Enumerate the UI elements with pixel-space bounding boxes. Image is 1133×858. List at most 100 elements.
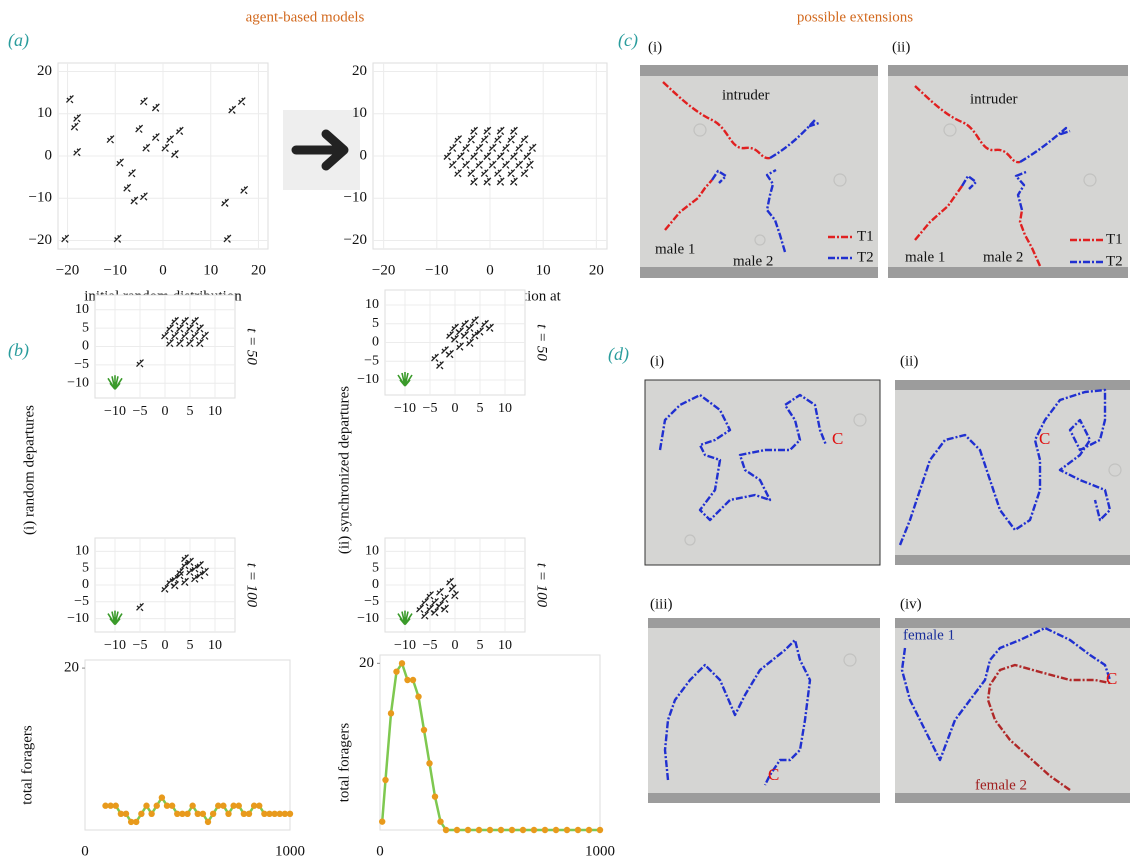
agent [446,577,454,587]
y-tick-label: −10 [67,611,89,626]
point [508,826,516,834]
point [240,810,248,818]
x-tick-label: −20 [56,262,79,278]
point [530,826,538,834]
point [158,794,166,801]
point [138,810,145,818]
agent [191,331,199,340]
x-tick-label: 5 [477,401,484,416]
point [276,810,283,818]
agent [176,338,184,348]
point [215,802,222,809]
annotation: male 2 [733,253,773,269]
y-axis-label: total foragers [336,723,352,803]
agent [191,574,199,583]
agent [488,160,497,169]
photo [895,618,1130,803]
agent [191,316,199,326]
point [585,826,593,834]
agent [171,574,179,583]
agent [461,331,469,340]
agent [466,323,474,332]
marker-label: C [832,429,843,448]
agent [130,196,139,205]
agent [181,331,189,340]
trajectory [914,85,1021,164]
annotation: t = 100 [244,563,260,608]
point [148,810,155,818]
agent [443,152,452,161]
point [266,810,273,818]
agent [441,346,449,355]
y-tick-label: −10 [29,190,52,206]
y-tick-label: −10 [67,376,89,391]
agent [494,135,502,144]
agent [139,97,148,106]
photo-panel [895,380,1130,565]
agent [426,591,434,600]
arrow [291,129,349,171]
agent [106,135,115,144]
y-tick-label: 10 [37,105,52,121]
agent [196,570,204,580]
point [486,826,494,834]
agent [421,611,429,620]
agent [441,594,449,603]
annotation: t = 100 [534,563,550,608]
agent [441,604,449,613]
agent [507,135,516,144]
agent [481,319,489,329]
agent [139,192,148,201]
annotation: t = 50 [244,328,260,365]
x-tick-label: 1000 [585,843,615,858]
point [261,810,268,818]
agent [416,604,424,613]
marker-label: C [1106,669,1117,688]
agent [501,160,510,169]
trajectory [662,81,771,160]
plot-frame [379,654,601,831]
y-tick-label: 10 [365,544,379,559]
photo-panel [648,618,880,803]
y-tick-label: 0 [82,339,89,354]
spot [833,173,847,187]
point [256,802,263,809]
y-tick-label: 5 [82,560,89,575]
point [442,826,450,834]
agent [70,122,79,131]
agent [73,147,82,157]
spot [1083,173,1097,187]
agent [171,316,179,326]
plot: 0 1000 20 total foragers [19,659,305,858]
y-tick-label: 10 [75,544,89,559]
x-tick-label: 10 [203,262,218,278]
point [143,802,150,809]
y-tick-label: 10 [75,302,89,317]
agent [151,133,160,142]
x-tick-label: 10 [536,262,551,278]
y-tick-label: −5 [74,357,89,372]
x-tick-label: −10 [394,401,416,416]
trajectory [664,179,713,231]
agent [456,342,464,351]
marker-label: C [1039,429,1050,448]
marker-label: C [768,765,779,784]
wall [895,618,1130,628]
trajectory [986,663,1111,791]
subpanel-label: (i) [650,353,664,369]
point [225,810,232,818]
y-tick-label: −5 [364,353,379,368]
agent [436,587,444,597]
agent [483,152,492,161]
plot: 0 1000 20 total foragers [336,654,615,858]
point [189,802,196,809]
x-tick-label: 0 [486,262,494,278]
food-source [107,610,123,626]
food-source [397,372,413,387]
point [415,693,422,700]
point [497,826,505,834]
point [393,668,400,675]
trajectory [914,185,963,241]
point [379,818,386,825]
